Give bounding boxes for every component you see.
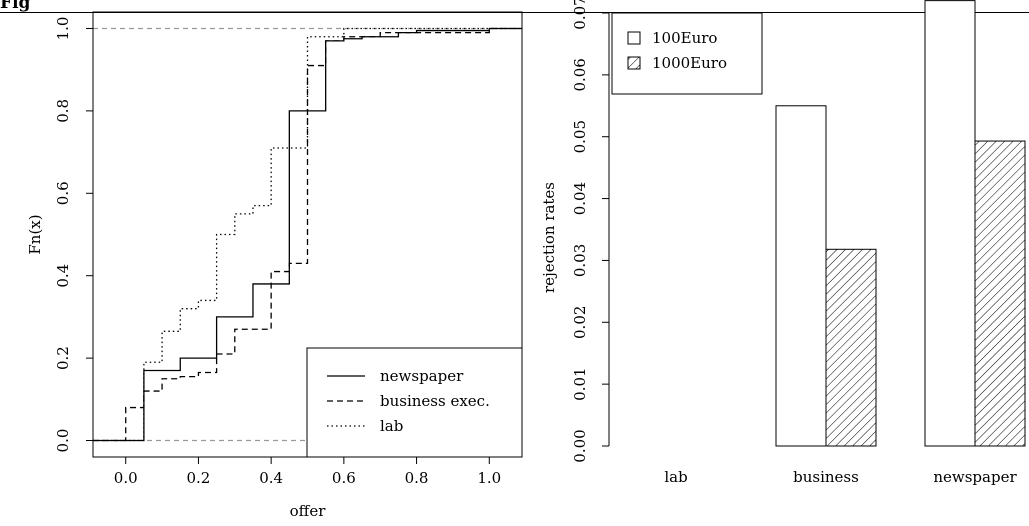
legend-label-newspaper: newspaper xyxy=(380,367,464,385)
bar-legend: 100Euro 1000Euro xyxy=(611,12,763,95)
ecdf-y-axis-label: Fn(x) xyxy=(26,214,44,254)
legend-label-business-exec: business exec. xyxy=(380,392,490,410)
y-tick-label: 1.0 xyxy=(54,17,72,41)
ecdf-line-lab xyxy=(93,27,522,442)
legend-box xyxy=(611,12,763,95)
x-tick-label: 0.6 xyxy=(332,469,356,487)
y-tick-label: 0.07 xyxy=(571,0,589,30)
x-tick-label: 0.8 xyxy=(405,469,429,487)
ecdf-panel: 0.0 0.2 0.4 0.6 0.8 1.0 0.0 0.2 0.4 0.6 0.8 1.0 of… xyxy=(26,11,523,520)
bar-newspaper-1000euro xyxy=(974,140,1026,447)
bar-category-labels: lab business newspaper xyxy=(664,468,1017,486)
bar-business-1000euro xyxy=(825,248,877,447)
legend-swatch-100euro xyxy=(627,31,641,45)
category-label-business: business xyxy=(793,468,859,486)
x-tick-label: 0.0 xyxy=(114,469,138,487)
legend-label-lab: lab xyxy=(380,417,403,435)
ecdf-line-business-exec xyxy=(93,27,522,442)
legend-label-1000euro: 1000Euro xyxy=(652,54,727,72)
y-tick-label: 0.8 xyxy=(54,99,72,123)
figure-caption: Fig xyxy=(0,0,31,13)
legend-label-100euro: 100Euro xyxy=(652,29,717,47)
legend-swatch-1000euro xyxy=(627,56,641,70)
bar-y-axis-label: rejection rates xyxy=(540,182,558,293)
bar-y-axis: 0.00 0.01 0.02 0.03 0.04 0.05 0.06 0.07 xyxy=(571,0,610,463)
ecdf-x-axis-label: offer xyxy=(290,502,327,520)
x-tick-label: 1.0 xyxy=(477,469,501,487)
y-tick-label: 0.00 xyxy=(571,429,589,462)
y-tick-label: 0.03 xyxy=(571,244,589,277)
bar-bars-group xyxy=(775,0,1026,447)
y-tick-label: 0.0 xyxy=(54,429,72,453)
y-tick-label: 0.06 xyxy=(571,58,589,91)
y-tick-label: 0.01 xyxy=(571,367,589,400)
y-tick-label: 0.2 xyxy=(54,346,72,370)
ecdf-x-axis: 0.0 0.2 0.4 0.6 0.8 1.0 xyxy=(114,456,501,487)
legend-box xyxy=(306,347,523,458)
x-tick-label: 0.4 xyxy=(259,469,283,487)
bar-newspaper-100euro xyxy=(924,0,976,447)
y-tick-label: 0.05 xyxy=(571,120,589,153)
y-tick-label: 0.4 xyxy=(54,264,72,288)
ecdf-y-axis: 0.0 0.2 0.4 0.6 0.8 1.0 xyxy=(54,17,93,453)
category-label-newspaper: newspaper xyxy=(933,468,1017,486)
y-tick-label: 0.6 xyxy=(54,181,72,205)
y-tick-label: 0.02 xyxy=(571,306,589,339)
bar-panel: 0.00 0.01 0.02 0.03 0.04 0.05 0.06 0.07 lab busi… xyxy=(540,0,1026,486)
y-tick-label: 0.04 xyxy=(571,182,589,215)
x-tick-label: 0.2 xyxy=(187,469,211,487)
bar-business-100euro xyxy=(775,105,827,447)
ecdf-legend: newspaper business exec. lab xyxy=(306,347,523,458)
ecdf-series-group xyxy=(93,27,522,442)
category-label-lab: lab xyxy=(664,468,687,486)
